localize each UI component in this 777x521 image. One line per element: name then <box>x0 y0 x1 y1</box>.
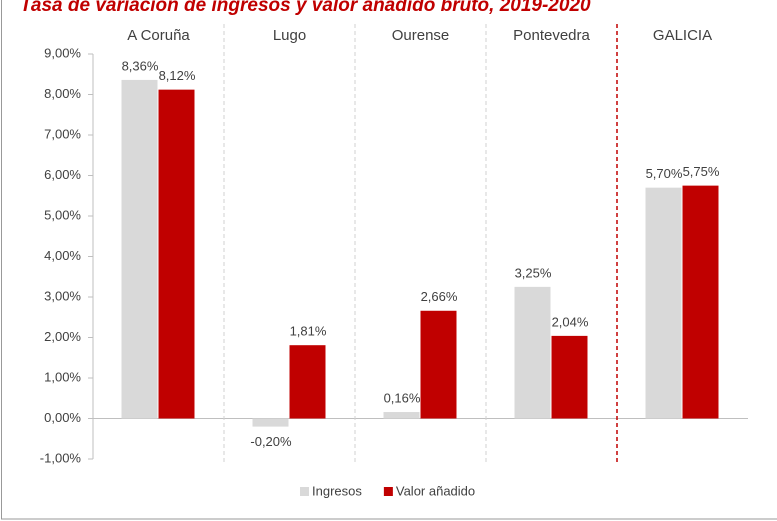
legend-label: Ingresos <box>312 483 362 498</box>
category-label: Pontevedra <box>513 27 590 44</box>
bar <box>514 286 551 419</box>
y-tick-label: 9,00% <box>44 45 81 60</box>
category-label: Ourense <box>392 27 450 44</box>
y-tick-label: -1,00% <box>40 450 82 465</box>
value-label: 5,70% <box>646 166 683 181</box>
bar <box>252 418 289 427</box>
value-label: 5,75% <box>683 164 720 179</box>
bar <box>551 335 588 419</box>
value-label: 2,66% <box>421 289 458 304</box>
value-label: 0,16% <box>384 390 421 405</box>
y-tick-label: 1,00% <box>44 369 81 384</box>
y-tick-label: 8,00% <box>44 86 81 101</box>
bar <box>682 185 719 419</box>
y-tick-label: 6,00% <box>44 167 81 182</box>
value-label: 3,25% <box>515 265 552 280</box>
bar <box>645 187 682 419</box>
bar <box>289 345 326 419</box>
category-label: A Coruña <box>127 27 190 44</box>
value-label: 1,81% <box>290 324 327 339</box>
y-tick-label: 5,00% <box>44 207 81 222</box>
chart-title: Tasa de variación de ingresos y valor añ… <box>20 0 591 16</box>
bar <box>383 412 420 419</box>
y-tick-label: 2,00% <box>44 329 81 344</box>
category-label: Lugo <box>273 27 306 44</box>
y-tick-label: 4,00% <box>44 248 81 263</box>
legend-swatch <box>383 487 393 496</box>
value-label: 2,04% <box>552 314 589 329</box>
y-tick-label: 3,00% <box>44 288 81 303</box>
legend-swatch <box>300 487 309 496</box>
bar <box>420 310 457 419</box>
value-label: -0,20% <box>250 434 292 449</box>
category-label: GALICIA <box>653 27 712 44</box>
bar <box>121 79 158 419</box>
value-label: 8,12% <box>159 68 196 83</box>
legend-label: Valor añadido <box>396 483 475 498</box>
y-tick-label: 0,00% <box>44 410 81 425</box>
bar <box>158 89 195 419</box>
value-label: 8,36% <box>122 58 159 73</box>
y-tick-label: 7,00% <box>44 126 81 141</box>
